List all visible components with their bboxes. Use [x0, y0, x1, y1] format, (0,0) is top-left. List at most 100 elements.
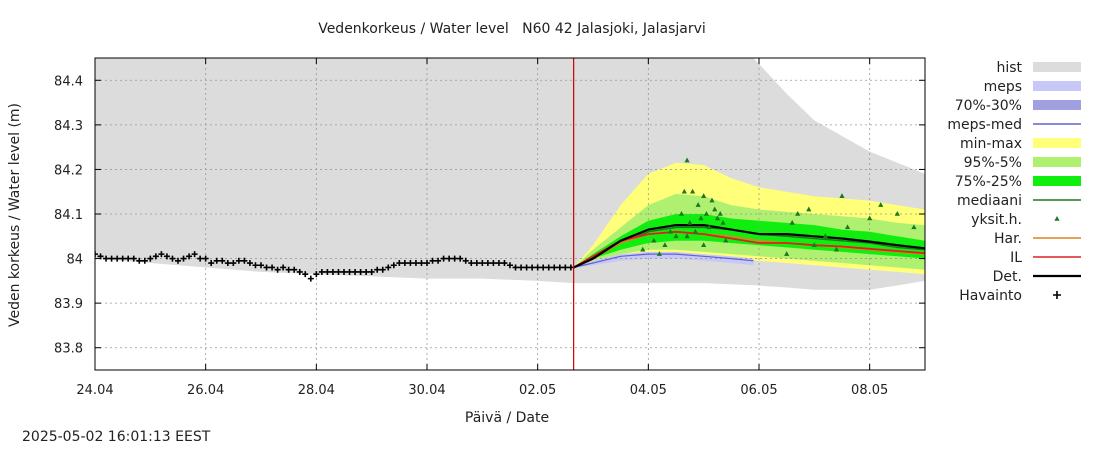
legend-label: 70%-30%	[955, 98, 1022, 114]
legend-label: hist	[996, 60, 1022, 76]
observation-point	[562, 264, 569, 271]
observation-point	[446, 255, 453, 262]
observation-point	[119, 255, 126, 262]
observation-point	[269, 264, 276, 271]
observation-point	[296, 268, 303, 275]
observation-point	[208, 260, 215, 267]
observation-point	[440, 255, 447, 262]
legend-swatch	[1054, 216, 1060, 221]
observation-point	[534, 264, 541, 271]
member-point	[698, 215, 704, 221]
observation-point	[407, 260, 414, 267]
member-point	[822, 233, 828, 239]
x-tick-label: 06.05	[740, 383, 777, 398]
observation-point	[495, 260, 502, 267]
member-point	[712, 206, 718, 212]
member-point	[701, 193, 707, 198]
observation-point	[169, 255, 176, 262]
observation-point	[263, 264, 270, 271]
member-point	[789, 219, 795, 225]
x-tick-label: 26.04	[187, 383, 224, 398]
member-point	[662, 242, 668, 247]
observation-point	[479, 260, 486, 267]
member-point	[714, 215, 721, 221]
x-tick-label: 30.04	[408, 383, 445, 398]
member-point	[795, 211, 801, 216]
y-tick-label: 83.9	[54, 297, 83, 312]
legend-label: Det.	[993, 269, 1022, 285]
observation-point	[357, 268, 364, 275]
legend-label: 75%-25%	[955, 174, 1022, 190]
observation-point	[412, 260, 419, 267]
member-point	[681, 188, 687, 194]
observation-point	[152, 253, 159, 260]
x-tick-label: 08.05	[851, 383, 888, 398]
member-point	[717, 211, 723, 216]
observation-point	[540, 264, 547, 271]
observation-point	[285, 266, 292, 273]
observation-point	[291, 266, 298, 273]
observation-point	[501, 260, 508, 267]
x-tick-label: 28.04	[298, 383, 335, 398]
det-line	[573, 224, 925, 269]
observation-point	[545, 264, 552, 271]
observation-point	[429, 257, 436, 264]
plot-content	[95, 58, 925, 370]
observation-point	[341, 268, 347, 275]
observation-point	[462, 257, 469, 264]
observation-point	[435, 257, 442, 264]
observation-point	[379, 266, 386, 273]
observation-point	[324, 268, 331, 275]
observation-point	[468, 260, 475, 267]
member-point	[911, 224, 917, 230]
legend-label: Havainto	[959, 288, 1022, 304]
x-axis-label: Päivä / Date	[465, 410, 549, 426]
y-tick-label: 83.8	[54, 342, 83, 357]
observation-point	[401, 260, 408, 267]
member-point	[640, 246, 646, 252]
observation-point	[346, 268, 353, 275]
legend-label: meps-med	[947, 117, 1022, 133]
observation-point	[213, 257, 220, 264]
observation-point	[335, 268, 342, 275]
observation-point	[512, 264, 519, 271]
legend-swatch	[1033, 157, 1081, 167]
chart-title: Vedenkorkeus / Water level N60 42 Jalasj…	[318, 21, 706, 37]
observation-point	[368, 268, 375, 275]
observation-point	[556, 264, 563, 271]
observation-point	[108, 255, 115, 262]
x-tick-label: 04.05	[630, 383, 667, 398]
member-point	[723, 237, 729, 243]
member-point	[690, 188, 696, 194]
member-point	[651, 237, 657, 243]
observation-point	[141, 257, 148, 264]
legend-swatch	[1033, 62, 1081, 72]
member-point	[678, 211, 685, 216]
observation-point	[318, 268, 325, 275]
member-point	[684, 233, 690, 239]
observation-point	[518, 264, 525, 271]
observation-point	[163, 253, 170, 260]
timestamp: 2025-05-02 16:01:13 EEST	[22, 429, 211, 445]
observation-point	[396, 260, 403, 267]
observation-point	[241, 257, 248, 264]
member-point	[701, 242, 707, 247]
observation-point	[302, 271, 309, 278]
observation-point	[258, 262, 264, 269]
legend-label: mediaani	[957, 193, 1022, 209]
observation-point	[202, 255, 209, 262]
observation-point	[390, 262, 397, 269]
observation-point	[551, 264, 558, 271]
axes: 24.04 26.04 28.04 30.04 02.05 04.05 06.05 08.05…	[54, 57, 926, 398]
member-point	[839, 193, 845, 198]
legend-swatch	[1033, 176, 1081, 186]
observation-point	[235, 257, 242, 264]
y-tick-label: 84.4	[54, 74, 83, 89]
observation-point	[252, 262, 259, 269]
member-point	[811, 242, 817, 247]
y-tick-label: 84	[66, 253, 83, 268]
observation-point	[507, 262, 513, 269]
observation-point	[529, 264, 536, 271]
legend-label: Har.	[994, 231, 1022, 247]
observation-point	[385, 264, 392, 271]
